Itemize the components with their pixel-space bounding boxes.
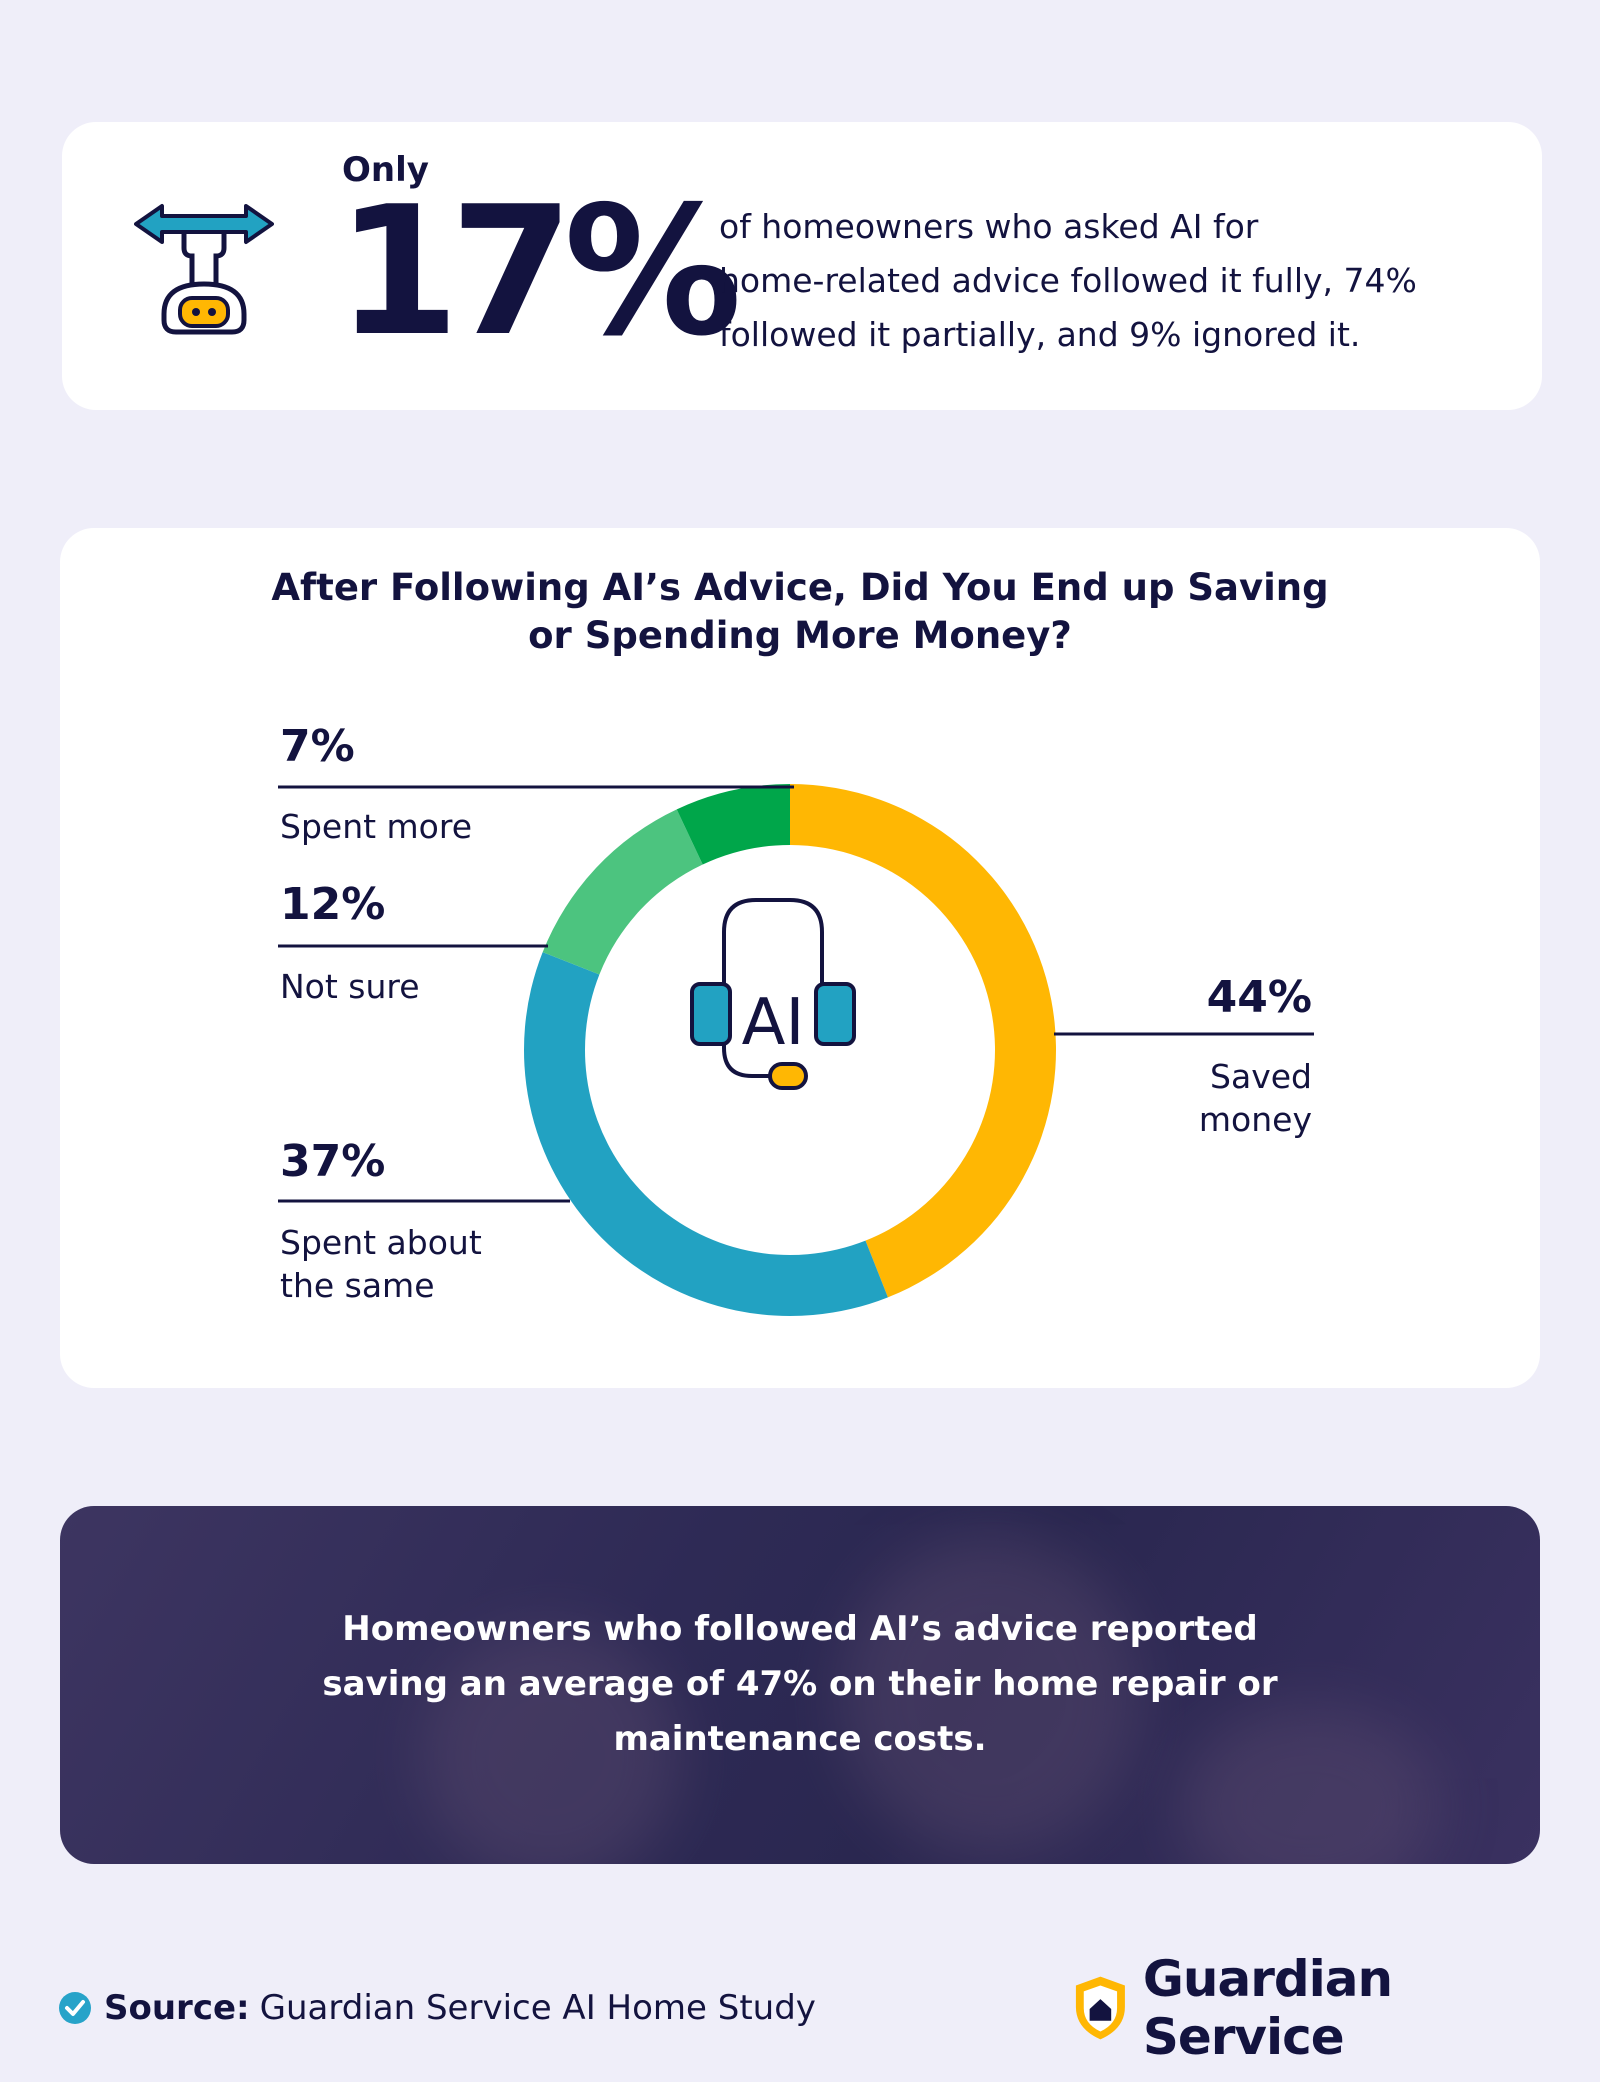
banner-photo-shape <box>420 1626 680 1864</box>
slice-value-label: 44% <box>1207 972 1312 1023</box>
banner-photo-shape <box>1180 1706 1440 1864</box>
source-text: Guardian Service AI Home Study <box>259 1988 816 2028</box>
banner-text: Homeowners who followed AI’s advice repo… <box>60 1602 1540 1767</box>
slice-category-label: the same <box>280 1266 435 1305</box>
ai-headset-icon: AI <box>690 898 856 1090</box>
slice-value-label: 12% <box>280 879 385 930</box>
brand-logo: Guardian Service <box>1072 1950 1600 2066</box>
stat-prefix: Only <box>342 150 429 190</box>
slice-category-label: Saved <box>1210 1057 1312 1096</box>
source-label: Source: <box>104 1988 250 2028</box>
chart-title-line: After Following AI’s Advice, Did You End… <box>271 566 1329 609</box>
shield-house-icon <box>1075 1976 1125 2040</box>
banner-photo-shape <box>840 1536 1140 1856</box>
slice-value-label: 7% <box>280 721 355 772</box>
slice-category-label: Spent about <box>280 1223 482 1262</box>
donut-slice <box>524 952 888 1316</box>
banner-text-line: maintenance costs. <box>613 1719 987 1759</box>
stat-description: of homeowners who asked AI for home-rela… <box>719 200 1479 362</box>
check-icon <box>59 1992 91 2024</box>
stat-number: 17% <box>336 168 742 375</box>
chart-title-line: or Spending More Money? <box>528 614 1072 657</box>
slice-category-label: Spent more <box>280 807 472 846</box>
chart-center-text: AI <box>742 986 805 1060</box>
stat-description-line: of homeowners who asked AI for <box>719 207 1259 246</box>
donut-chart: 44% Saved money 37% Spent about the same 12% No… <box>278 721 1314 1316</box>
banner-text-line: saving an average of 47% on their home r… <box>322 1664 1278 1704</box>
banner-text-line: Homeowners who followed AI’s advice repo… <box>342 1609 1258 1649</box>
stat-description-line: followed it partially, and 9% ignored it… <box>719 315 1361 354</box>
slice-category-label: Not sure <box>280 967 420 1006</box>
source-note: Source: Guardian Service AI Home Study <box>58 1986 816 2030</box>
slice-category-label: money <box>1199 1100 1312 1139</box>
brand-name: Guardian Service <box>1142 1950 1393 2066</box>
chart-card: After Following AI’s Advice, Did You End… <box>60 528 1540 1388</box>
slice-value-label: 37% <box>280 1136 385 1187</box>
highlight-banner: Homeowners who followed AI’s advice repo… <box>60 1506 1540 1864</box>
donut-slice <box>676 784 790 865</box>
chart-title: After Following AI’s Advice, Did You End… <box>60 564 1540 660</box>
donut-slice <box>790 784 1057 1298</box>
stat-card: Only 17% of homeowners who asked AI for … <box>62 122 1542 410</box>
stat-description-line: home-related advice followed it fully, 7… <box>719 261 1417 300</box>
robot-arm-icon <box>134 204 274 335</box>
donut-slice <box>542 809 703 975</box>
